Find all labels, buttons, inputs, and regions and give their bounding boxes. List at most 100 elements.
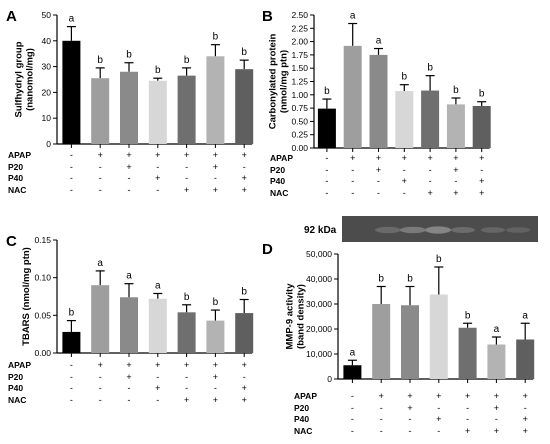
treatment-cell: + (376, 153, 381, 163)
western-blot-strip: 92 kDa (304, 216, 538, 242)
significance-letter: b (69, 308, 75, 319)
treatment-cell: + (184, 360, 189, 370)
treatment-cell: - (99, 383, 102, 393)
treatment-cell: + (453, 188, 458, 198)
treatment-cell: + (453, 165, 458, 175)
significance-letter: a (126, 271, 132, 282)
significance-letter: b (453, 85, 459, 96)
bar (206, 320, 225, 353)
y-tick-label: 1.50 (291, 63, 308, 73)
treatment-cell: + (453, 153, 458, 163)
bar (120, 71, 138, 144)
significance-letter: b (402, 72, 408, 83)
treatment-cell: + (407, 391, 412, 401)
y-tick-label: 0.10 (34, 273, 51, 283)
treatment-cell: + (242, 185, 247, 195)
y-axis-title: (nmol/mg ptn) (279, 50, 290, 113)
treatment-cell: + (155, 150, 160, 160)
bar (472, 105, 491, 148)
y-tick-label: 2.50 (291, 10, 308, 20)
treatment-cell: + (427, 153, 432, 163)
significance-letter: b (241, 47, 247, 58)
y-tick-label: 40 (42, 36, 52, 46)
treatment-cell: - (377, 188, 380, 198)
treatment-cell: + (436, 391, 441, 401)
treatment-cell: - (351, 176, 354, 186)
treatment-cell: - (243, 372, 246, 382)
treatment-cell: - (185, 173, 188, 183)
treatment-cell: - (466, 403, 469, 413)
bar (120, 297, 138, 353)
treatment-cell: + (242, 395, 247, 405)
y-tick-label: 20 (42, 87, 52, 97)
treatment-cell: + (494, 391, 499, 401)
treatment-cell: - (454, 176, 457, 186)
significance-letter: b (97, 55, 103, 66)
significance-letter: b (378, 274, 384, 285)
chart-panel-d: 0 10,000 20,000 30,000 40,000 50,000 MMP-9 act… (285, 249, 535, 436)
treatment-cell: - (99, 185, 102, 195)
treatment-cell: - (70, 360, 73, 370)
y-tick-label: 1.00 (291, 90, 308, 100)
bar (91, 78, 110, 144)
panel-letter-c: C (6, 233, 17, 250)
y-tick-label: 50 (42, 10, 52, 20)
treatment-table: APAP - + + + + + +P20- - + - - + -P40- - - + - - +NAC - - - - + +… (8, 150, 247, 195)
bar (343, 365, 362, 379)
y-axis-title: Sulfhydryl group (14, 41, 25, 117)
significance-letter: a (97, 258, 103, 269)
blot-band (375, 226, 401, 234)
y-tick-label: 50,000 (306, 249, 332, 259)
treatment-label-apap: APAP (294, 391, 317, 401)
y-tick-label: 0.00 (34, 348, 51, 358)
treatment-cell: - (214, 383, 217, 393)
y-tick-label: 30,000 (306, 299, 332, 309)
treatment-cell: - (70, 173, 73, 183)
treatment-cell: - (380, 426, 383, 436)
treatment-cell: - (185, 372, 188, 382)
treatment-cell: - (380, 414, 383, 424)
treatment-cell: + (213, 372, 218, 382)
bar (235, 313, 254, 353)
y-tick-label: 0.05 (34, 310, 51, 320)
treatment-cell: - (325, 176, 328, 186)
bar (206, 56, 225, 144)
y-axis-title: Carbonylated protein (268, 34, 279, 130)
treatment-table: APAP - + + + + + +P20- - + - - + -P40- - - + - - +NAC - - - - + +… (270, 153, 484, 198)
y-tick-label: 0 (46, 139, 51, 149)
treatment-label-nac: NAC (270, 188, 288, 198)
significance-letter: b (126, 50, 132, 61)
significance-letter: a (350, 347, 356, 358)
y-tick-label: 10 (42, 113, 52, 123)
treatment-cell: + (98, 360, 103, 370)
y-tick-label: 30 (42, 62, 52, 72)
significance-letter: a (350, 11, 356, 22)
treatment-cell: - (524, 403, 527, 413)
treatment-cell: + (126, 150, 131, 160)
treatment-cell: + (126, 372, 131, 382)
treatment-cell: - (185, 162, 188, 172)
treatment-cell: - (70, 162, 73, 172)
treatment-cell: - (403, 165, 406, 175)
treatment-cell: + (242, 383, 247, 393)
treatment-label-apap: APAP (8, 150, 31, 160)
y-tick-label: 2.00 (291, 37, 308, 47)
treatment-cell: - (128, 173, 131, 183)
treatment-cell: - (480, 165, 483, 175)
bar (421, 90, 440, 148)
significance-letter: b (479, 89, 485, 100)
blot-band (451, 227, 475, 233)
treatment-cell: - (70, 372, 73, 382)
significance-letter: b (184, 292, 190, 303)
treatment-cell: + (479, 153, 484, 163)
treatment-cell: + (523, 426, 528, 436)
blot-size-label: 92 kDa (304, 225, 337, 236)
blot-band (506, 227, 530, 233)
bar (148, 298, 167, 353)
treatment-cell: + (184, 150, 189, 160)
treatment-label-nac: NAC (8, 185, 26, 195)
treatment-cell: + (402, 153, 407, 163)
treatment-cell: - (351, 403, 354, 413)
treatment-cell: + (465, 391, 470, 401)
